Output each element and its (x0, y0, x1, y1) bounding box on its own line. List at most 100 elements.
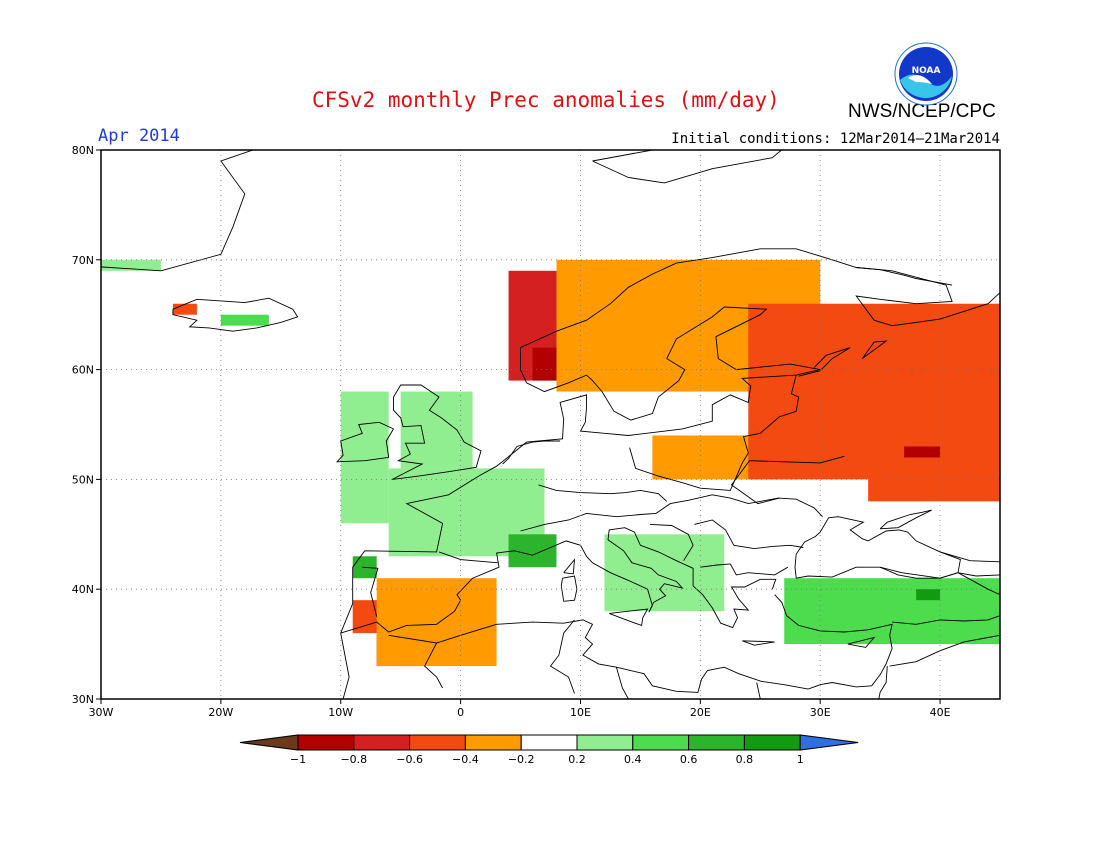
coastline-20 (502, 440, 561, 465)
colorbar-label: 0.8 (736, 753, 754, 766)
anomaly-cell-15 (340, 391, 389, 524)
lat-tick-label: 80N (72, 144, 94, 157)
coastline-15 (847, 636, 876, 648)
coastline-39 (615, 667, 629, 699)
lon-tick-label: 30W (89, 706, 114, 719)
coastline-31 (879, 566, 1000, 579)
coastline-37 (851, 700, 879, 720)
coastline-43 (549, 619, 575, 694)
coastline-2 (340, 527, 777, 634)
anomaly-cell-12 (172, 303, 197, 315)
colorbar-label: 1 (797, 753, 804, 766)
coastline-4 (794, 516, 961, 579)
coastline-13 (609, 608, 649, 627)
coastline-14 (742, 640, 775, 646)
coastline-25 (438, 551, 498, 564)
coastline-34 (892, 615, 1000, 625)
lat-tick-label: 30N (72, 693, 94, 706)
colorbar-box-1 (353, 734, 411, 751)
initial-conditions: Initial conditions: 12Mar2014–21Mar2014 (671, 131, 1000, 147)
coastline-23 (629, 374, 800, 491)
coastline-40 (798, 347, 851, 377)
anomaly-cell-19 (784, 578, 1000, 645)
coastline-29 (649, 523, 694, 561)
coastline-3 (774, 594, 893, 690)
coastline-24 (730, 455, 845, 505)
colorbar-box-3 (464, 734, 522, 751)
map-frame (100, 149, 1001, 700)
noaa-logo-icon: NOAA (894, 42, 958, 106)
coastline-0 (340, 369, 821, 634)
coastline-18 (1072, 183, 1100, 249)
colorbar-label: −1 (290, 753, 306, 766)
lon-tick-label: 10E (570, 706, 591, 719)
colorbar-label: 0.2 (568, 753, 586, 766)
coastline-21 (520, 494, 823, 532)
coastline-7 (388, 619, 809, 693)
colorbar-high-arrow (799, 734, 859, 751)
coastline-9 (336, 421, 395, 463)
colorbar-box-4 (520, 734, 578, 751)
colorbar-label: 0.6 (680, 753, 698, 766)
coastline-26 (362, 566, 379, 617)
coastline-32 (939, 551, 1000, 563)
agency-label: NWS/NCEP/CPC (848, 101, 996, 122)
lon-tick-label: 20E (690, 706, 711, 719)
coastline-22 (538, 484, 668, 502)
colorbar-label: −0.4 (452, 753, 479, 766)
colorbar-box-5 (576, 734, 634, 751)
coastline-16 (101, 150, 255, 272)
colorbar-label: −0.6 (396, 753, 423, 766)
coastline-38 (756, 682, 761, 699)
lon-tick-label: 20W (208, 706, 233, 719)
coastline-5 (879, 509, 932, 530)
coastline-30 (700, 563, 731, 568)
coastline-6 (340, 633, 350, 699)
coastline-27 (694, 519, 804, 550)
anomaly-cell-8 (904, 446, 941, 458)
anomaly-cell-18 (604, 534, 725, 612)
coastline-1 (520, 248, 1000, 421)
colorbar-box-0 (297, 734, 355, 751)
coastline-41 (861, 340, 888, 359)
coastline-33 (957, 572, 1000, 596)
lon-tick-label: 10W (328, 706, 353, 719)
colorbar-box-7 (688, 734, 745, 751)
anomaly-cell-20 (916, 589, 941, 601)
lat-tick-label: 40N (72, 583, 94, 596)
colorbar-box-6 (632, 734, 690, 751)
colorbar-label: −0.2 (508, 753, 535, 766)
lon-tick-label: 30E (810, 706, 831, 719)
colorbar-low-arrow (239, 734, 299, 751)
coastline-17 (592, 150, 783, 184)
anomaly-cell-22 (220, 314, 269, 326)
colorbar-label: −0.8 (340, 753, 367, 766)
lat-tick-label: 60N (72, 364, 94, 377)
colorbar-box-8 (743, 734, 801, 751)
coastline-10 (172, 297, 299, 332)
coastline-11 (560, 575, 578, 602)
lon-tick-label: 0 (457, 706, 464, 719)
coastline-12 (563, 558, 576, 575)
forecast-period: Apr 2014 (98, 126, 180, 146)
colorbar: −1 −0.8 −0.6 −0.4 −0.2 0.2 0.4 0.6 0.8 1 (239, 734, 859, 766)
anomaly-cell-21 (101, 259, 161, 271)
coastline-28 (729, 563, 789, 576)
lon-tick-label: 40E (930, 706, 951, 719)
anomaly-shading (101, 259, 1000, 667)
anomaly-cell-11 (376, 578, 497, 667)
coastline-8 (392, 384, 482, 480)
colorbar-label: 0.4 (624, 753, 642, 766)
coastline-19 (856, 267, 953, 286)
anomaly-cell-16 (400, 391, 473, 469)
coastline-42 (424, 642, 443, 689)
figure-title: CFSv2 monthly Prec anomalies (mm/day) (312, 88, 780, 112)
coastlines (101, 150, 1100, 720)
logo-text: NOAA (912, 66, 941, 76)
lat-tick-label: 70N (72, 254, 94, 267)
lat-tick-label: 50N (72, 473, 94, 486)
colorbar-box-2 (409, 734, 466, 751)
anomaly-cell-14 (508, 534, 557, 568)
